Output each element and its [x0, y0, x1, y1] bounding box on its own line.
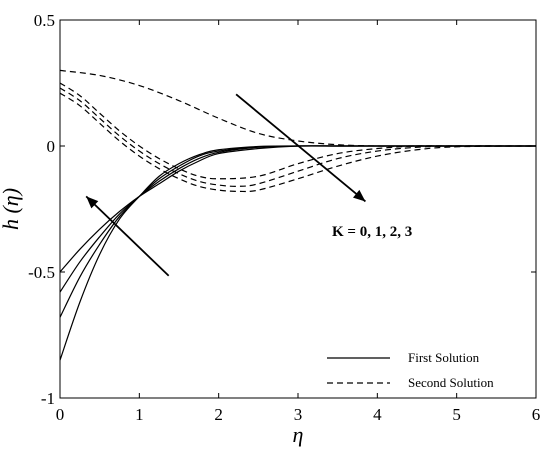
y-tick-label: -1	[41, 389, 55, 408]
x-tick-label: 4	[373, 405, 382, 424]
y-axis-label: h (η)	[0, 188, 23, 230]
arrow-second-solution-head	[353, 189, 366, 202]
x-tick-label: 1	[135, 405, 144, 424]
arrow-second-solution	[235, 93, 367, 203]
x-tick-label: 0	[56, 405, 65, 424]
x-axis-label: η	[293, 422, 304, 447]
first-solution-curve-1	[59, 145, 536, 293]
x-tick-label: 6	[532, 405, 541, 424]
x-tick-label: 3	[294, 405, 303, 424]
plot-frame	[59, 19, 537, 399]
axis-ticks: 0 1 2 3 4 5 6 -1 -0.5 0 0.5	[28, 11, 540, 424]
x-tick-label: 5	[452, 405, 461, 424]
arrow-first-solution-head	[86, 196, 99, 209]
arrow-first-solution	[85, 195, 170, 277]
legend-label-first: First Solution	[408, 350, 480, 365]
second-solution-curve-2	[59, 87, 537, 187]
second-solution-curve-3	[59, 92, 537, 193]
first-solution-curve-0	[59, 145, 536, 273]
first-solution-curve-3	[59, 145, 536, 361]
legend: First Solution Second Solution	[327, 350, 494, 390]
legend-label-second: Second Solution	[408, 375, 494, 390]
y-tick-label: 0.5	[34, 11, 55, 30]
curves	[59, 69, 537, 361]
x-tick-label: 2	[214, 405, 223, 424]
arrows	[85, 93, 367, 277]
y-tick-label: -0.5	[28, 263, 55, 282]
second-solution-curve-1	[59, 82, 536, 180]
annotation-k: K = 0, 1, 2, 3	[332, 224, 412, 240]
second-solution-curve-0	[59, 69, 536, 147]
y-tick-label: 0	[47, 137, 56, 156]
